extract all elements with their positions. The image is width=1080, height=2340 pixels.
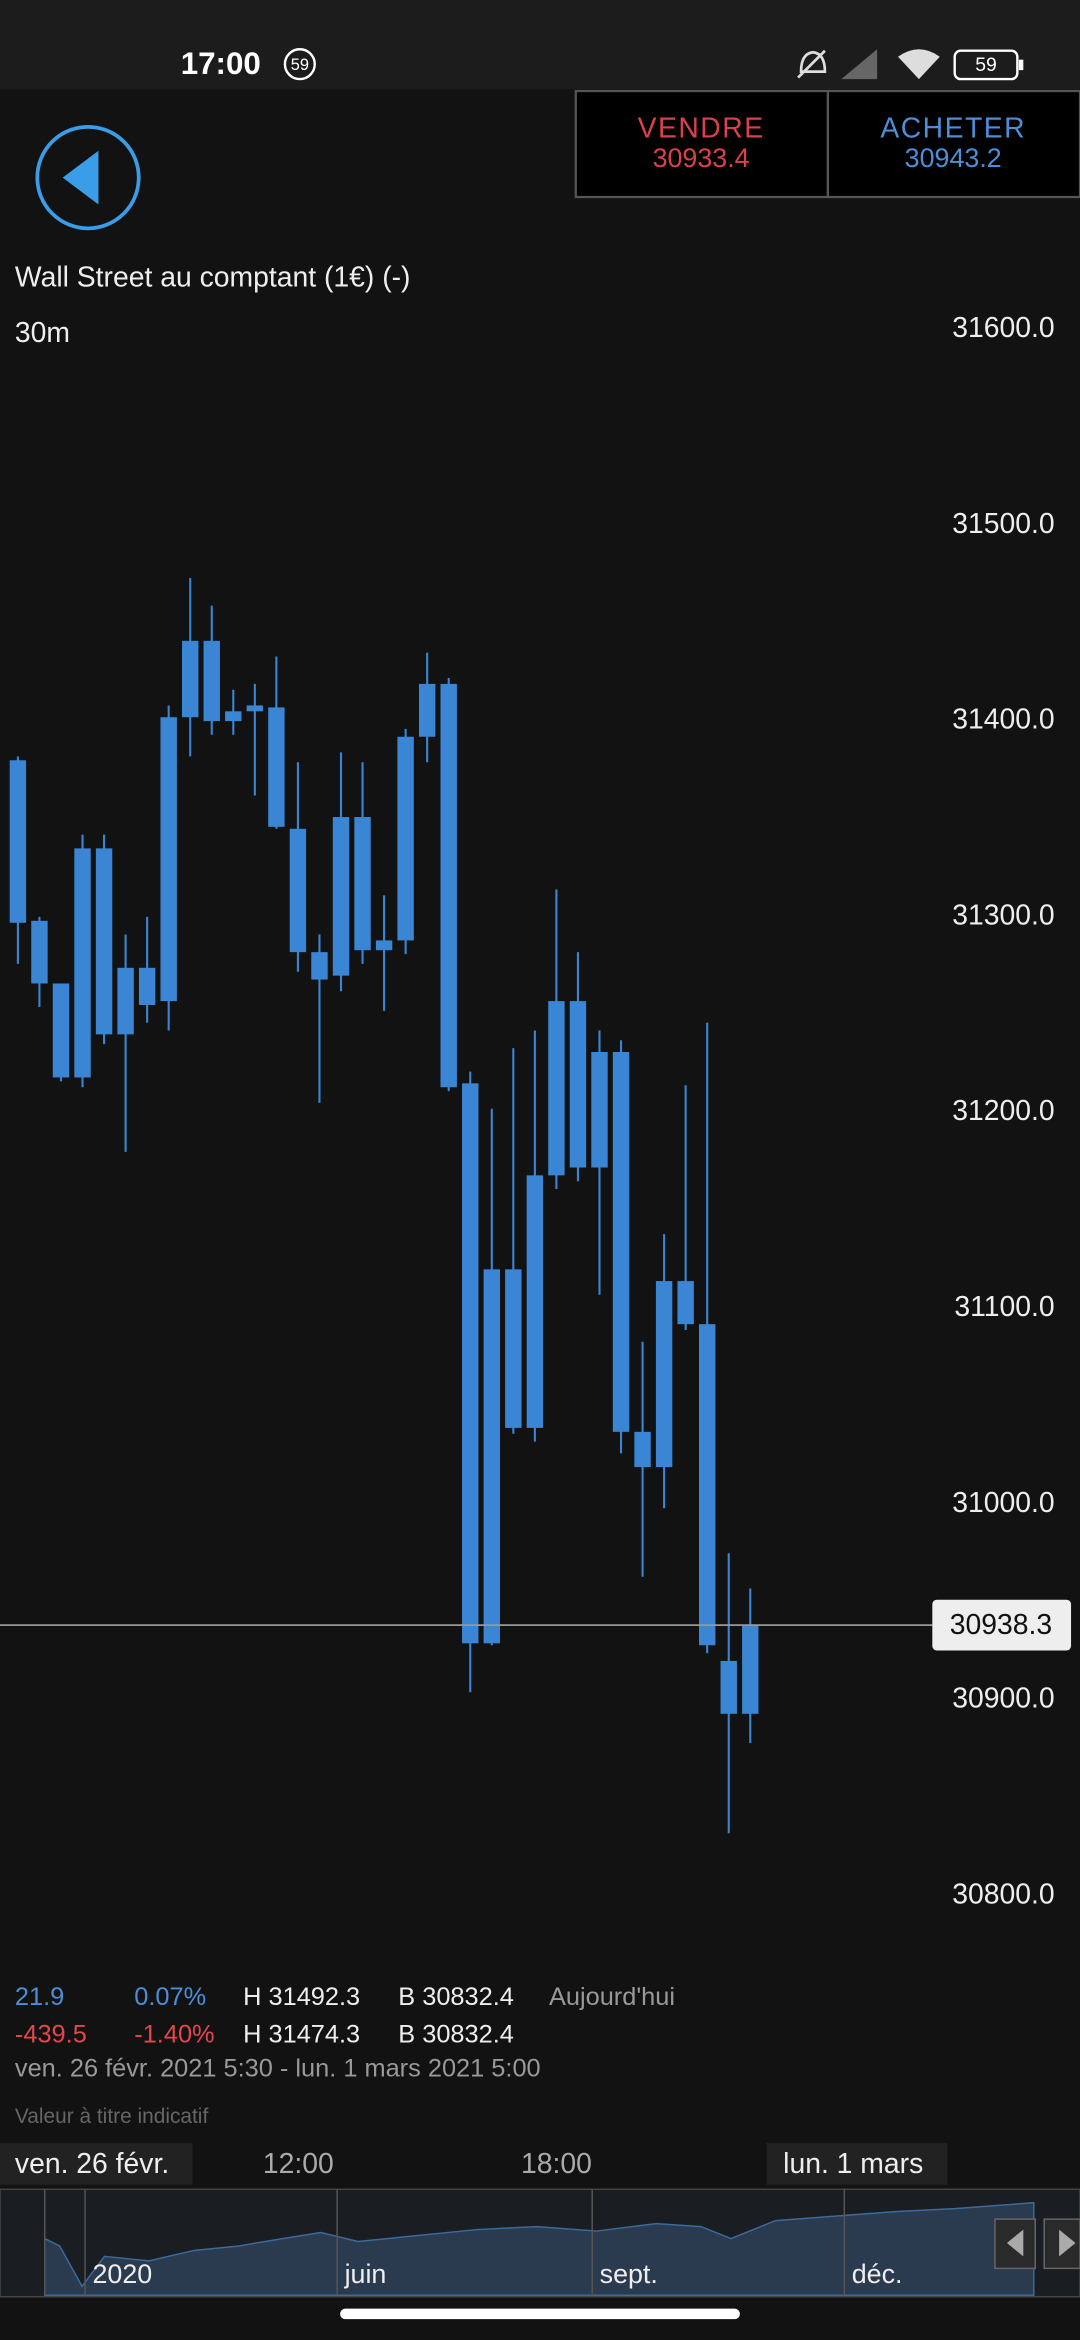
navigator-label: sept. [600,2259,658,2289]
x-tick-label: 18:00 [521,2148,592,2180]
candle-body [74,848,91,1078]
candle-body [375,940,393,951]
candle-body [95,848,113,1035]
y-tick-label: 30800.0 [952,1878,1054,1910]
x-label-box [0,2143,193,2185]
candle-body [677,1281,694,1325]
high: H 31492.3 [243,1983,360,2011]
plot: 31600.0 31500.0 31400.0 31300.0 31200.0 31100… [0,312,1072,1910]
change-percent: 0.07% [134,1983,206,2011]
y-tick-label: 31200.0 [952,1095,1054,1127]
status-bar [0,0,1080,90]
buy-button[interactable] [826,89,1080,199]
y-tick-label: 31000.0 [952,1487,1054,1519]
mute-icon [797,49,827,79]
sell-label: VENDRE [638,112,765,144]
candle-body [698,1324,716,1646]
candle-body [655,1281,673,1468]
candle-body [440,683,457,1088]
candle-body [505,1269,522,1428]
chart-title: Wall Street au comptant (1€) (-) [15,262,411,294]
high: H 31474.3 [243,2020,360,2048]
candle-body [483,1269,500,1644]
y-tick-label: 31500.0 [952,508,1054,540]
candle-body [332,817,350,976]
navigator-label: déc. [852,2259,903,2289]
buy-label: ACHETER [880,112,1026,144]
signal-icon [841,49,878,80]
candle-body [720,1660,737,1714]
y-tick-label: 30900.0 [952,1683,1054,1715]
notification-count: 59 [291,56,309,74]
x-label-box [766,2143,948,2185]
low: B 30832.4 [398,1983,514,2011]
x-tick-label: ven. 26 févr. [15,2148,169,2180]
back-arrow [62,150,99,205]
battery-tip [1018,59,1024,71]
last-price-box [932,1599,1072,1651]
candle-body [526,1175,544,1428]
candle-body [182,640,199,718]
change-value: 21.9 [15,1983,64,2011]
candle-body [289,828,307,953]
scroll-left-arrow [1006,2229,1024,2257]
clock: 17:00 [181,46,261,81]
notification-icon [283,48,316,81]
candle-body [311,952,328,980]
low: B 30832.4 [398,2020,514,2048]
change-percent: -1.40% [134,2020,214,2048]
buy-price: 30943.2 [905,143,1002,173]
y-tick-label: 31100.0 [954,1291,1054,1323]
change-value: -439.5 [15,2020,87,2048]
candle-body [246,705,264,712]
y-tick-label: 31600.0 [952,312,1054,344]
x-tick-label: 12:00 [263,2148,334,2180]
candle-body [9,760,27,923]
y-tick-label: 31400.0 [952,704,1054,736]
navigator-label: 2020 [92,2259,152,2289]
sell-button[interactable] [574,89,830,199]
scroll-right-arrow [1059,2229,1076,2257]
candle-body [268,707,285,827]
candle-body [117,967,134,1035]
home-indicator [340,2308,740,2320]
candle-body [418,683,436,737]
wifi-icon [898,49,940,80]
candle-body [569,1001,587,1168]
candle-body [612,1051,630,1432]
battery-icon [953,49,1019,81]
period: Aujourd'hui [549,1983,675,2011]
candle-body [591,1051,608,1168]
interval: 30m [15,317,70,349]
back-button[interactable] [35,124,141,231]
candle-body [225,711,242,722]
y-tick-label: 31300.0 [952,899,1054,931]
disclaimer: Valeur à titre indicatif [15,2105,209,2128]
date-range: ven. 26 févr. 2021 5:30 - lun. 1 mars 20… [15,2055,541,2083]
last-price-label: 30938.3 [950,1609,1052,1641]
sell-price: 30933.4 [653,143,750,173]
candle-body [354,817,371,951]
candle-body [138,967,156,1006]
candle-body [548,1001,565,1176]
candle-body [742,1625,759,1714]
navigator-label: juin [344,2259,387,2289]
candle-body [462,1083,479,1644]
navigator-area [44,2201,1035,2296]
candle-body [203,640,220,722]
x-tick-label: lun. 1 mars [783,2148,923,2180]
scroll-left[interactable] [994,2218,1036,2270]
candle-body [160,717,177,1002]
candle-body [31,920,48,984]
candle-body [52,983,70,1078]
candle-body [397,736,414,941]
battery-level: 59 [975,54,997,76]
candle-body [634,1431,651,1468]
